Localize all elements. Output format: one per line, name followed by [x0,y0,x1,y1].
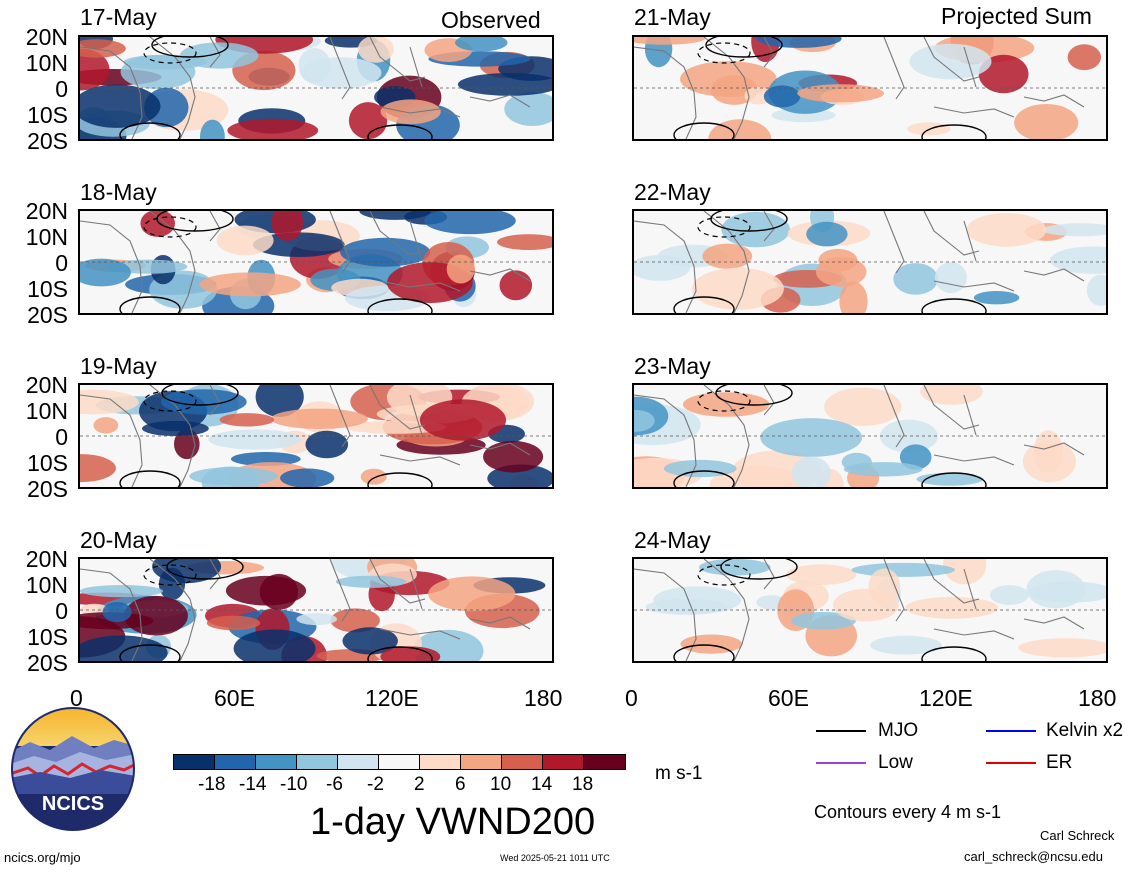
lon-label-right: 180 [1078,685,1117,711]
colorbar-swatch [378,754,420,770]
lat-label: 20S [27,650,68,676]
legend-line-er [986,762,1036,764]
map-panel-left-2 [78,209,554,315]
legend-label-kelvin: Kelvin x2 [1046,720,1124,741]
legend-line-low [816,762,866,764]
lon-label-left: 120E [365,685,419,711]
lon-label-left: 180 [524,685,563,711]
map-panel-left-1 [78,35,554,141]
map-panel-left-3 [78,383,554,489]
panel-title-right-2: 22-May [634,179,711,205]
lon-label-left: 60E [214,685,255,711]
map-panel-left-4 [78,557,554,663]
map-panel-right-4 [632,557,1108,663]
contour-note: Contours every 4 m s-1 [814,802,1002,822]
website-link[interactable]: ncics.org/mjo [4,850,81,865]
author-email[interactable]: carl_schreck@ncsu.edu [964,849,1103,864]
colorbar-tick-label: -6 [326,774,343,795]
map-panel-right-3 [632,383,1108,489]
colorbar-swatch [296,754,338,770]
lat-label: 0 [55,250,68,276]
colorbar-swatch [173,754,215,770]
legend-line-mjo [816,730,866,732]
figure-title: 1-day VWND200 [310,801,596,843]
colorbar-tick-label: -10 [280,774,308,795]
lon-label-right: 120E [919,685,973,711]
lat-label: 10N [25,572,68,598]
lat-label: 20S [27,128,68,154]
panel-title-left-4: 20-May [80,527,157,553]
lat-label: 10S [27,450,68,476]
map-panel-right-2 [632,209,1108,315]
lat-label: 0 [55,598,68,624]
colorbar-swatch [214,754,256,770]
lat-label: 20S [27,476,68,502]
colorbar-swatch [501,754,543,770]
colorbar-swatch [255,754,297,770]
lat-label: 10S [27,102,68,128]
legend-line-kelvin [986,730,1036,732]
colorbar-tick-label: 2 [414,774,425,795]
lat-label: 10N [25,398,68,424]
legend-label-mjo: MJO [878,720,919,741]
ncics-logo: NCICS [10,706,136,832]
lat-label: 20N [25,198,68,224]
lat-label: 10S [27,624,68,650]
lat-label: 10S [27,276,68,302]
lat-label: 10N [25,224,68,250]
colorbar-swatch [460,754,502,770]
projected-sum-header: Projected Sum [941,3,1092,29]
lat-label: 0 [55,424,68,450]
panel-title-right-3: 23-May [634,353,711,379]
colorbar-tick-label: -14 [239,774,267,795]
colorbar-tick-label: 6 [455,774,466,795]
logo-text: NCICS [42,793,104,815]
map-panel-right-1 [632,35,1108,141]
colorbar-tick-label: -18 [198,774,226,795]
colorbar-swatch [337,754,379,770]
colorbar-swatch [419,754,461,770]
legend-label-er: ER [1046,752,1073,773]
observed-header: Observed [441,7,541,33]
colorbar-units: m s-1 [655,763,703,784]
colorbar-tick-label: 14 [531,774,553,795]
lat-label: 10N [25,50,68,76]
author: Carl Schreck [1040,828,1115,843]
colorbar-swatch [583,754,626,770]
lon-label-right: 0 [625,685,638,711]
lat-label: 20N [25,546,68,572]
panel-title-left-3: 19-May [80,353,157,379]
colorbar-tick-label: -2 [367,774,384,795]
lon-label-left: 0 [70,685,83,711]
panel-title-left-1: 17-May [80,4,157,30]
lat-label: 20S [27,302,68,328]
timestamp: Wed 2025-05-21 1011 UTC [500,853,610,863]
colorbar-tick-label: 18 [572,774,594,795]
colorbar-swatch [542,754,584,770]
lat-label: 20N [25,24,68,50]
lat-label: 20N [25,372,68,398]
lon-label-right: 60E [768,685,809,711]
panel-title-right-1: 21-May [634,4,711,30]
colorbar-tick-label: 10 [490,774,512,795]
panel-title-left-2: 18-May [80,179,157,205]
legend-label-low: Low [878,752,913,773]
panel-title-right-4: 24-May [634,527,711,553]
lat-label: 0 [55,76,68,102]
